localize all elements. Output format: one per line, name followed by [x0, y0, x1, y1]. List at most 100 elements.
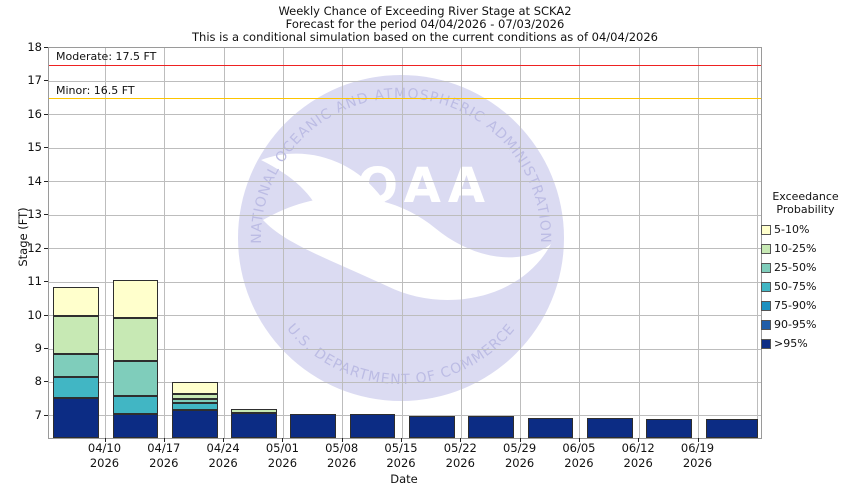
y-tick-label-12: 12 [27, 240, 42, 255]
x-tick-year: 2026 [267, 456, 298, 470]
v-gridline [757, 48, 759, 438]
bar-segment->95% [586, 417, 633, 438]
y-tick-label-9: 9 [34, 341, 42, 356]
x-tick-label-05/08: 05/08 2026 [312, 441, 372, 471]
x-tick-label-06/19: 06/19 2026 [668, 441, 728, 471]
x-tick-mark [104, 438, 106, 442]
y-tick-mark [44, 281, 48, 283]
x-tick-mark [282, 438, 284, 442]
v-gridline [342, 48, 344, 438]
y-tick-mark [44, 314, 48, 316]
x-tick-mark [638, 438, 640, 442]
y-tick-mark [44, 113, 48, 115]
h-gridline [49, 147, 761, 149]
x-tick-mark [578, 438, 580, 442]
x-tick-date: 04/24 [206, 441, 240, 455]
x-tick-mark [341, 438, 343, 442]
x-tick-mark [401, 438, 402, 442]
x-tick-label-05/01: 05/01 2026 [252, 441, 312, 471]
legend-swatch [761, 319, 771, 330]
legend-label: 10-25% [774, 242, 817, 255]
x-tick-date: 06/12 [621, 441, 655, 455]
x-tick-year: 2026 [208, 456, 238, 470]
bar-segment->95% [53, 397, 99, 438]
y-tick-mark [44, 214, 48, 216]
y-tick-label-18: 18 [27, 40, 42, 54]
plot-area: NATIONAL OCEANIC AND ATMOSPHERIC ADMINIS… [48, 47, 762, 439]
x-tick-label-04/24: 04/24 2026 [193, 441, 253, 471]
legend: Exceedance Probability 5-10% 10-25% 25-50%… [761, 190, 850, 350]
legend-swatch [761, 262, 771, 273]
x-tick-label-06/05: 06/05 2026 [549, 441, 609, 471]
v-gridline [698, 48, 699, 438]
threshold-label-moderate: Moderate: 17.5 FT [56, 50, 157, 64]
bar-segment-5-10% [53, 287, 99, 316]
h-gridline [49, 415, 761, 417]
x-tick-label-04/10: 04/10 2026 [75, 441, 135, 471]
x-tick-date: 05/29 [503, 441, 537, 455]
v-gridline [105, 48, 106, 438]
h-gridline [49, 281, 761, 283]
y-tick-label-11: 11 [27, 274, 42, 289]
bar-segment-10-25% [231, 409, 277, 414]
h-gridline [49, 114, 761, 116]
legend-label: 5-10% [774, 223, 810, 236]
v-gridline [638, 48, 640, 438]
bar-segment->95% [231, 413, 277, 438]
v-gridline [223, 48, 225, 438]
legend-item->95%: >95% [761, 337, 850, 350]
v-gridline [579, 48, 581, 438]
legend-title-line1: Exceedance [772, 190, 839, 203]
threshold-line-moderate [49, 64, 761, 66]
x-tick-date: 05/22 [443, 441, 477, 455]
legend-swatch [761, 300, 771, 311]
x-tick-mark [519, 438, 521, 442]
bar-segment-50-75% [171, 403, 218, 411]
legend-item-5-10%: 5-10% [761, 223, 850, 236]
legend-swatch [761, 338, 771, 349]
bar-segment->95% [646, 419, 692, 438]
x-tick-label-05/15: 05/15 2026 [371, 441, 431, 471]
x-tick-year: 2026 [89, 456, 120, 470]
legend-swatch [761, 224, 771, 235]
y-tick-label-15: 15 [27, 140, 42, 155]
y-tick-mark [44, 147, 48, 149]
y-tick-mark [44, 180, 48, 182]
watermark-noaa-text: NOAA [310, 158, 492, 214]
threshold-label-minor: Minor: 16.5 FT [56, 83, 135, 97]
bar-segment->95% [527, 417, 574, 438]
bar-segment->95% [705, 418, 758, 438]
bar-segment-10-25% [171, 394, 218, 400]
h-gridline [49, 80, 761, 82]
bar-segment-25-50% [53, 353, 99, 377]
bar-segment->95% [349, 414, 396, 438]
x-tick-year: 2026 [564, 456, 594, 470]
chart-subtitle: Forecast for the period 04/04/2026 - 07/… [285, 17, 565, 31]
h-gridline [49, 381, 761, 383]
bar-segment->95% [468, 415, 515, 438]
y-tick-label-8: 8 [34, 374, 42, 389]
y-tick-mark [44, 381, 48, 383]
v-gridline [520, 48, 522, 438]
v-gridline [460, 48, 462, 438]
bar-segment-25-50% [171, 399, 218, 404]
x-tick-label-06/12: 06/12 2026 [608, 441, 668, 471]
x-tick-date: 06/19 [680, 441, 715, 455]
x-tick-label-04/17: 04/17 2026 [134, 441, 194, 471]
v-gridline [282, 48, 284, 438]
legend-title-line2: Probability [776, 203, 835, 216]
h-gridline [49, 181, 761, 183]
x-tick-year: 2026 [623, 456, 653, 470]
x-tick-date: 04/17 [147, 441, 181, 455]
x-tick-label-05/29: 05/29 2026 [490, 441, 550, 471]
x-tick-date: 05/08 [325, 441, 359, 455]
x-tick-year: 2026 [327, 456, 357, 470]
x-tick-date: 05/15 [384, 441, 418, 455]
legend-item-90-95%: 90-95% [761, 318, 850, 331]
v-gridline [401, 48, 403, 438]
y-tick-mark [44, 414, 48, 416]
x-axis-label: Date [390, 472, 418, 486]
y-tick-label-14: 14 [27, 173, 42, 188]
bar-segment-10-25% [53, 315, 99, 354]
x-tick-mark [223, 438, 225, 442]
